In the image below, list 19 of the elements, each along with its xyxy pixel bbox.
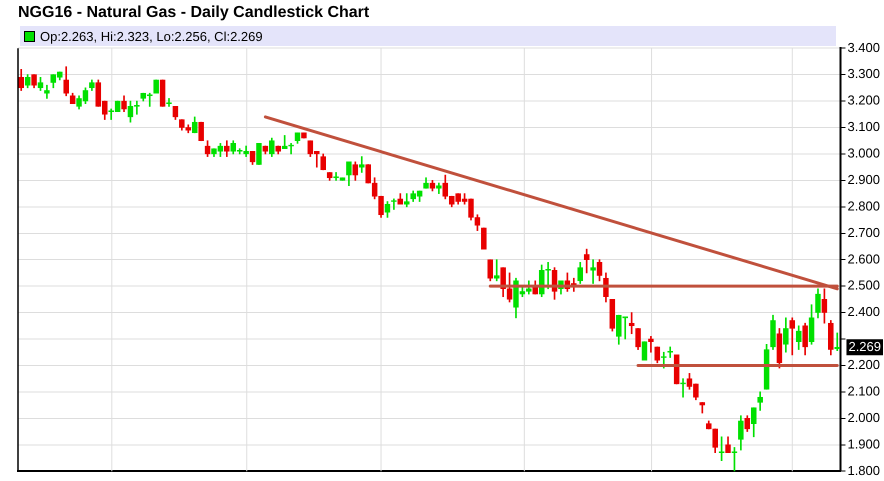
y-tick-label: 2.600 — [847, 251, 880, 266]
y-tick-label: 3.400 — [847, 40, 880, 55]
y-tick-label: 2.900 — [847, 172, 880, 187]
y-tick-label: 2.100 — [847, 383, 880, 398]
y-tick-label: 2.800 — [847, 198, 880, 214]
chart-title: NGG16 - Natural Gas - Daily Candlestick Chart — [18, 4, 370, 22]
y-tick-label: 1.800 — [847, 462, 880, 478]
y-tick-label: 3.300 — [847, 66, 880, 82]
y-tick-label: 2.400 — [847, 304, 880, 320]
y-tick-label: 3.000 — [847, 146, 880, 161]
y-tick-label: 2.500 — [847, 278, 880, 293]
y-tick-label: 3.100 — [847, 119, 880, 134]
y-tick-label: 2.700 — [847, 224, 880, 240]
y-tick-label: 3.200 — [847, 92, 880, 108]
y-tick-label: 2.200 — [847, 357, 880, 372]
text: 2.269 — [848, 338, 882, 354]
y-tick-label: 2.000 — [847, 410, 880, 425]
text: Op:2.263, Hi:2.323, Lo:2.256, Cl:2.269 — [40, 28, 263, 44]
y-tick-label: 1.900 — [847, 436, 880, 452]
